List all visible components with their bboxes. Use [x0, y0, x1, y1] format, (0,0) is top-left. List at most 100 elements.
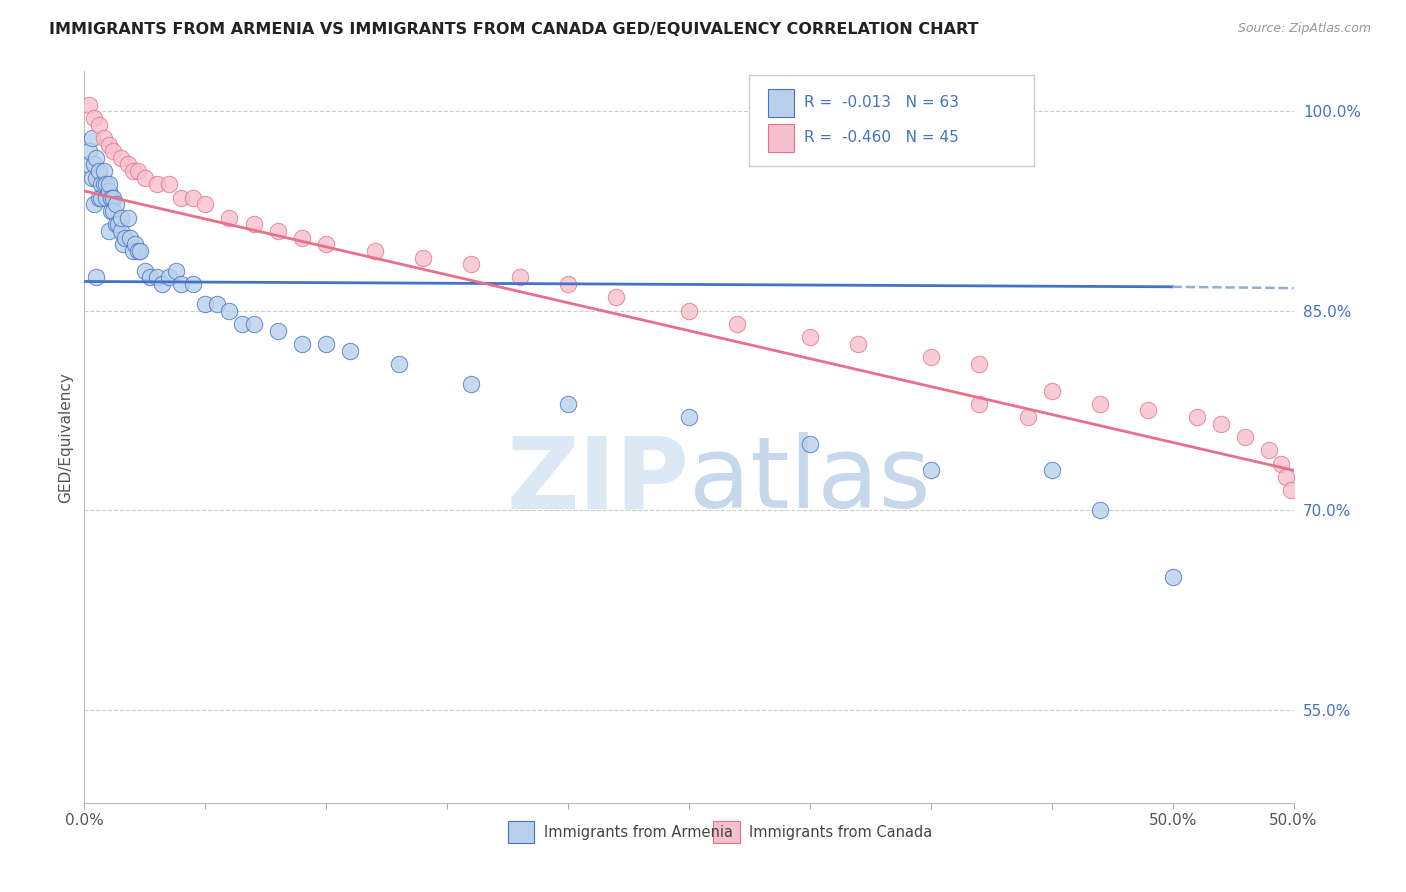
- Point: [87, 191, 110, 205]
- FancyBboxPatch shape: [508, 821, 534, 843]
- Text: IMMIGRANTS FROM ARMENIA VS IMMIGRANTS FROM CANADA GED/EQUIVALENCY CORRELATION CH: IMMIGRANTS FROM ARMENIA VS IMMIGRANTS FR…: [49, 22, 979, 37]
- Point: [103, 191, 125, 205]
- Point: [121, 164, 143, 178]
- Point: [110, 211, 132, 225]
- Point: [557, 277, 579, 292]
- Point: [110, 151, 132, 165]
- Point: [146, 178, 169, 192]
- Point: [103, 144, 125, 158]
- Text: R =  -0.460   N = 45: R = -0.460 N = 45: [804, 130, 959, 145]
- Point: [86, 151, 108, 165]
- Point: [124, 237, 146, 252]
- Point: [107, 217, 129, 231]
- Point: [291, 230, 314, 244]
- Point: [100, 191, 122, 205]
- FancyBboxPatch shape: [768, 89, 794, 117]
- Text: atlas: atlas: [689, 433, 931, 530]
- Point: [87, 164, 110, 178]
- Point: [267, 224, 290, 238]
- Point: [460, 376, 482, 391]
- Point: [127, 244, 149, 258]
- Point: [1017, 410, 1039, 425]
- Point: [157, 270, 180, 285]
- Point: [80, 170, 103, 185]
- Point: [76, 157, 98, 171]
- Text: Immigrants from Armenia: Immigrants from Armenia: [544, 824, 733, 839]
- Point: [920, 463, 942, 477]
- Point: [557, 397, 579, 411]
- Point: [77, 144, 100, 158]
- Text: R =  -0.013   N = 63: R = -0.013 N = 63: [804, 95, 959, 111]
- Point: [1279, 483, 1302, 498]
- Point: [97, 137, 120, 152]
- Point: [725, 317, 748, 331]
- Point: [114, 230, 136, 244]
- Point: [242, 317, 264, 331]
- Point: [170, 277, 193, 292]
- Point: [412, 251, 434, 265]
- Point: [242, 217, 264, 231]
- Point: [129, 244, 152, 258]
- Point: [967, 397, 990, 411]
- Point: [93, 178, 115, 192]
- Point: [157, 178, 180, 192]
- Point: [94, 191, 117, 205]
- Point: [1088, 503, 1111, 517]
- Point: [104, 197, 127, 211]
- Point: [83, 157, 105, 171]
- Point: [231, 317, 253, 331]
- Point: [97, 184, 120, 198]
- Point: [121, 244, 143, 258]
- Point: [509, 270, 531, 285]
- Point: [87, 118, 110, 132]
- Text: ZIP: ZIP: [506, 433, 689, 530]
- Point: [117, 157, 139, 171]
- Point: [77, 97, 100, 112]
- Point: [315, 237, 337, 252]
- Point: [90, 178, 112, 192]
- Point: [134, 170, 156, 185]
- Point: [90, 191, 112, 205]
- Point: [218, 303, 240, 318]
- Point: [138, 270, 160, 285]
- Point: [83, 111, 105, 125]
- Point: [267, 324, 290, 338]
- Point: [207, 297, 229, 311]
- Point: [181, 191, 204, 205]
- Point: [86, 170, 108, 185]
- Point: [1161, 570, 1184, 584]
- Point: [1040, 384, 1063, 398]
- FancyBboxPatch shape: [713, 821, 740, 843]
- Point: [93, 164, 115, 178]
- Point: [170, 191, 193, 205]
- Point: [605, 290, 627, 304]
- Point: [165, 264, 187, 278]
- Point: [80, 131, 103, 145]
- Y-axis label: GED/Equivalency: GED/Equivalency: [58, 372, 73, 502]
- Point: [83, 197, 105, 211]
- Point: [97, 178, 120, 192]
- FancyBboxPatch shape: [749, 75, 1033, 167]
- Point: [678, 303, 700, 318]
- Point: [127, 164, 149, 178]
- FancyBboxPatch shape: [768, 124, 794, 152]
- Point: [194, 297, 217, 311]
- Point: [799, 330, 821, 344]
- Point: [1270, 457, 1292, 471]
- Point: [104, 217, 127, 231]
- Point: [1275, 470, 1298, 484]
- Point: [1234, 430, 1257, 444]
- Point: [181, 277, 204, 292]
- Point: [291, 337, 314, 351]
- Point: [678, 410, 700, 425]
- Point: [93, 131, 115, 145]
- Point: [388, 357, 411, 371]
- Text: Immigrants from Canada: Immigrants from Canada: [749, 824, 932, 839]
- Point: [1209, 417, 1232, 431]
- Point: [117, 211, 139, 225]
- Point: [94, 178, 117, 192]
- Point: [103, 204, 125, 219]
- Point: [363, 244, 385, 258]
- Point: [120, 230, 142, 244]
- Point: [460, 257, 482, 271]
